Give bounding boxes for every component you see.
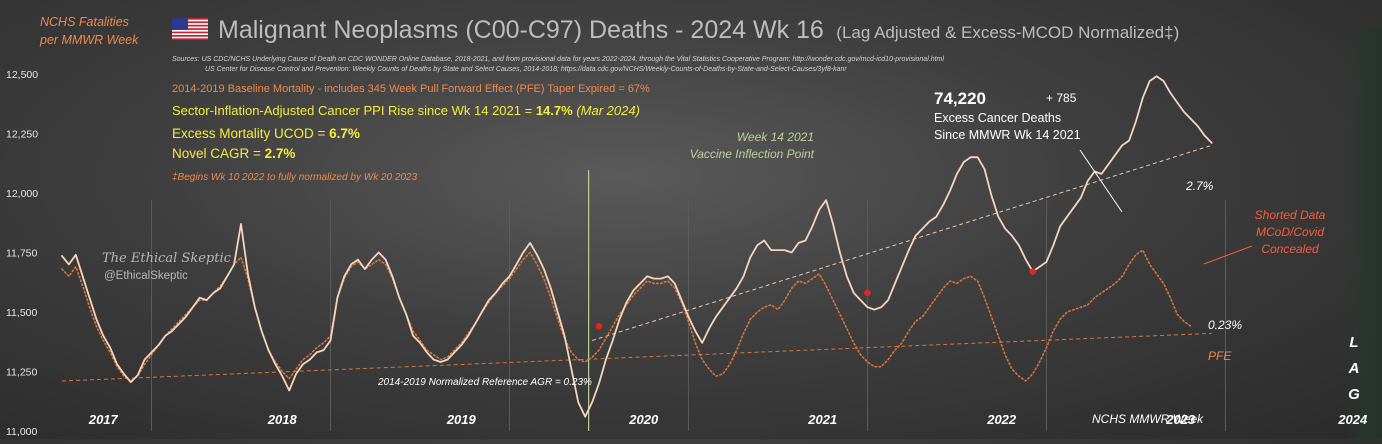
y-tick-label: 11,750 <box>6 247 37 259</box>
y-tick-label: 11,500 <box>6 307 37 319</box>
ylabel-line2: per MMWR Week <box>39 33 139 47</box>
x-tick-label: 2021 <box>807 412 837 427</box>
lag-band <box>1346 28 1382 439</box>
chart-title: Malignant Neoplasms (C00-C97) Deaths - 2… <box>218 16 1179 44</box>
y-axis: 12,500 12,250 12,000 11,750 11,500 11,250 11,0… <box>6 69 38 438</box>
trend-layer <box>61 144 1212 382</box>
excess-delta: + 785 <box>1046 91 1077 105</box>
ylabel-line1: NCHS Fatalities <box>40 15 129 29</box>
excess-prefix: Excess Mortality UCOD = <box>172 126 329 141</box>
y-tick-label: 12,500 <box>6 69 38 81</box>
x-tick-label: 2022 <box>986 412 1017 427</box>
x-tick-label: 2017 <box>88 412 119 427</box>
lag-letter-g: G <box>1348 386 1360 403</box>
cagr-line: Novel CAGR = 2.7% <box>172 146 295 161</box>
x-tick-label: 2018 <box>267 412 298 427</box>
x-tick-label: 2019 <box>446 412 477 427</box>
x-tick-label: 2023 <box>1165 412 1196 427</box>
excess-desc-2: Since MMWR Wk 14 2021 <box>934 128 1081 142</box>
us-flag-icon <box>172 18 208 40</box>
shorted-line-1: Shorted Data <box>1255 208 1326 222</box>
pfe-label: PFE <box>1208 349 1232 363</box>
trendline <box>61 332 1212 382</box>
series-line <box>61 75 1213 418</box>
title-main: Malignant Neoplasms (C00-C97) Deaths - 2… <box>218 16 824 44</box>
trend-label-2.7: 0.23% <box>1208 318 1242 332</box>
xlabel: NCHS MMWR Week <box>1092 412 1204 426</box>
cagr-prefix: Novel CAGR = <box>172 146 265 161</box>
excess-pointer <box>1079 149 1123 213</box>
excess-count: 74,220 <box>934 89 986 108</box>
ppi-line: Sector-Inflation-Adjusted Cancer PPI Ris… <box>172 103 640 118</box>
ppi-prefix: Sector-Inflation-Adjusted Cancer PPI Ris… <box>172 103 536 118</box>
data-marker <box>864 289 871 297</box>
vaccine-label-1: Week 14 2021 <box>737 130 814 144</box>
shorted-line-2: MCoD/Covid <box>1256 225 1324 239</box>
brand-handle: @EthicalSkeptic <box>104 270 188 282</box>
y-tick-label: 12,250 <box>6 128 38 140</box>
marker-layer <box>595 268 1036 330</box>
lag-letter-a: A <box>1348 360 1360 377</box>
excess-mortality-line: Excess Mortality UCOD = 6.7% <box>172 126 360 141</box>
baseline-note: 2014-2019 Baseline Mortality - includes … <box>172 83 650 95</box>
x-axis: 2017 2018 2019 2020 2021 2022 2023 2024 <box>88 412 1368 427</box>
ref-agr-label: 2014-2019 Normalized Reference AGR = 0.2… <box>377 377 592 388</box>
excess-desc-1: Excess Cancer Deaths <box>934 111 1061 125</box>
sources-line-1: Sources: US CDC/NCHS Underlying Cause of… <box>172 56 944 63</box>
x-tick-label: 2020 <box>628 412 659 427</box>
brand-name: The Ethical Skeptic <box>102 251 232 266</box>
year-dividers <box>150 200 1226 431</box>
sources-line-2: US Center for Disease Control and Preven… <box>205 66 847 73</box>
x-tick-label: 2024 <box>1337 412 1368 427</box>
y-tick-label: 11,250 <box>6 366 37 378</box>
trendline <box>591 144 1212 342</box>
y-tick-label: 12,000 <box>6 188 38 200</box>
normalize-note: ‡Begins Wk 10 2022 to fully normalized b… <box>172 172 418 183</box>
shorted-pointer <box>1203 245 1253 265</box>
ppi-suffix: (Mar 2024) <box>576 103 640 118</box>
cagr-value: 2.7% <box>265 146 296 161</box>
lag-letter-l: L <box>1349 334 1358 351</box>
data-marker <box>595 322 603 330</box>
shorted-line-3: Concealed <box>1261 242 1319 256</box>
ppi-value: 14.7% <box>536 103 573 118</box>
vaccine-label-2: Vaccine Inflection Point <box>690 147 815 161</box>
y-tick-label: 11,000 <box>6 426 37 438</box>
excess-value: 6.7% <box>329 126 360 141</box>
series-layer <box>61 75 1213 418</box>
trend-label-0.23: 2.7% <box>1185 179 1214 193</box>
data-marker <box>1029 268 1036 275</box>
title-suffix: (Lag Adjusted & Excess-MCOD Normalized‡) <box>836 23 1179 42</box>
